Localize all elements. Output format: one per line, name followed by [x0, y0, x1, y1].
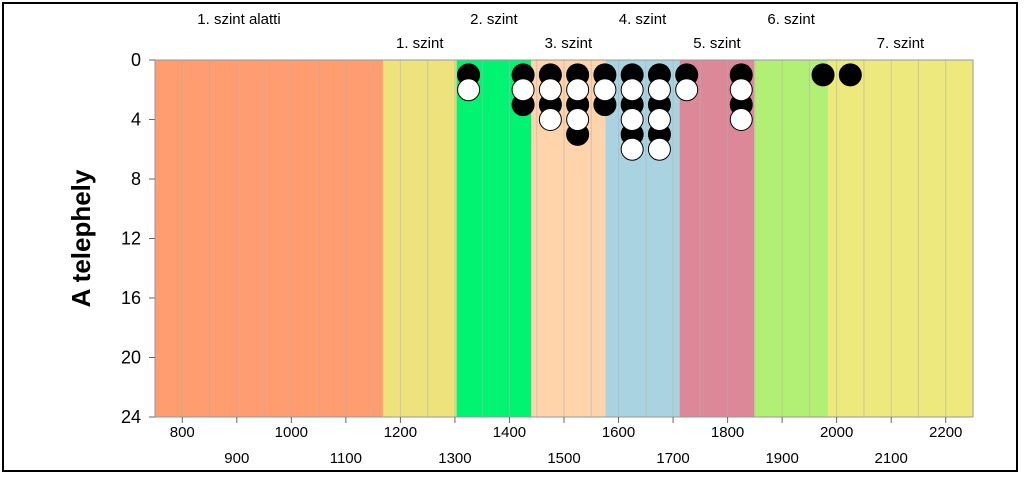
points-layer [457, 63, 862, 161]
band-label-2: 1. szint [396, 35, 444, 52]
x-tick-label: 1200 [384, 424, 417, 441]
y-axis-title: A telephely [66, 169, 96, 307]
x-tick-label: 1700 [656, 450, 689, 467]
chart-svg: 1. szint alatti 1. szint 2. szint 3. szint 4… [66, 11, 974, 467]
y-tick-label: 12 [121, 229, 141, 249]
data-point-hollow [647, 78, 671, 102]
data-point-hollow [729, 108, 753, 131]
x-tick-label: 800 [170, 424, 195, 441]
band-label-5: 4. szint [619, 11, 667, 28]
y-tick-label: 8 [131, 169, 141, 189]
band-label-6: 5. szint [693, 35, 741, 52]
band-1 [155, 60, 383, 417]
band-label-8: 7. szint [877, 35, 925, 52]
x-tick-label: 900 [224, 450, 249, 467]
x-tick-label: 2100 [875, 450, 908, 467]
x-tick-label: 1500 [547, 450, 580, 467]
x-tick-label: 1100 [330, 450, 362, 467]
data-point-filled [811, 63, 835, 87]
x-tick-label: 2000 [820, 424, 853, 441]
y-tick-label: 20 [121, 348, 141, 368]
band-8 [827, 60, 973, 417]
x-tick-label: 1800 [711, 424, 744, 441]
data-point-hollow [647, 137, 671, 161]
y-tick-label: 24 [121, 407, 141, 427]
chart-frame: 1. szint alatti 1. szint 2. szint 3. szint 4… [2, 2, 1018, 472]
band-label-4: 3. szint [545, 35, 593, 52]
data-point-hollow [729, 78, 753, 102]
data-point-hollow [566, 78, 590, 102]
y-tick-label: 4 [131, 110, 141, 130]
y-tick-label: 0 [131, 50, 141, 70]
data-point-hollow [675, 78, 699, 102]
data-point-hollow [593, 78, 617, 102]
data-point-filled [838, 63, 862, 87]
x-tick-label: 1300 [438, 450, 471, 467]
ticks-layer [149, 59, 947, 423]
data-point-hollow [511, 78, 535, 102]
x-tick-label: 1000 [275, 424, 308, 441]
band-7 [754, 60, 828, 417]
x-tick-label: 1900 [765, 450, 798, 467]
band-label-3: 2. szint [470, 11, 518, 28]
band-label-7: 6. szint [767, 11, 815, 28]
data-point-hollow [538, 78, 562, 102]
x-tick-label: 1600 [602, 424, 635, 441]
data-point-hollow [538, 108, 562, 131]
data-point-hollow [566, 108, 590, 131]
data-point-hollow [620, 108, 644, 131]
data-point-hollow [647, 108, 671, 131]
band-2 [382, 60, 457, 417]
data-point-hollow [620, 78, 644, 102]
band-3 [456, 60, 532, 417]
y-tick-label: 16 [121, 288, 141, 308]
x-tick-label: 1400 [493, 424, 526, 441]
band-label-1: 1. szint alatti [197, 11, 280, 28]
x-tick-label: 2200 [929, 424, 962, 441]
data-point-hollow [620, 137, 644, 161]
labels-layer: 1. szint alatti 1. szint 2. szint 3. szint 4… [121, 11, 962, 467]
data-point-hollow [457, 78, 481, 102]
